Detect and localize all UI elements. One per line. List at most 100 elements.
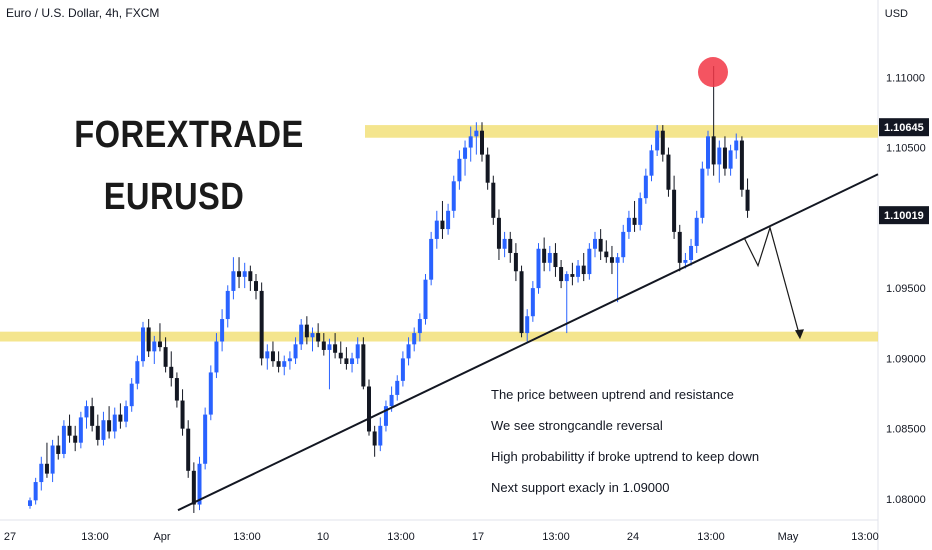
symbol-title: Euro / U.S. Dollar, 4h, FXCM: [6, 6, 160, 20]
candle-body: [361, 344, 366, 387]
candle-body: [90, 406, 95, 426]
candle-body: [536, 248, 541, 289]
candle-body: [400, 358, 405, 381]
support-zone: [0, 331, 878, 342]
candle-body: [338, 352, 343, 359]
candle-body: [270, 351, 275, 362]
candle-body: [310, 333, 315, 338]
note-line-1: The price between uptrend and resistance: [491, 387, 734, 402]
candle-body: [129, 383, 134, 407]
candle-body: [672, 189, 677, 232]
candle-body: [745, 189, 750, 211]
price-label-badge: [879, 118, 929, 137]
candle-body: [570, 274, 575, 277]
candle-body: [101, 420, 106, 440]
candle-body: [598, 238, 603, 252]
candle-body: [655, 130, 660, 151]
candle-body: [615, 257, 620, 263]
candle-body: [638, 198, 643, 225]
candle-body: [666, 154, 671, 190]
currency-label: USD: [884, 8, 908, 20]
candle-body: [711, 136, 716, 165]
price-label-badge: [879, 206, 929, 225]
candle-body: [327, 344, 332, 350]
candle-body: [39, 463, 44, 483]
candle-body: [576, 265, 581, 277]
candle-body: [73, 435, 78, 443]
candle-body: [632, 217, 637, 225]
candle-body: [542, 248, 547, 263]
candle-body: [157, 341, 162, 348]
candle-body: [491, 182, 496, 218]
candle-body: [423, 279, 428, 320]
candle-body: [593, 238, 597, 249]
headline-line-2: EURUSD: [103, 176, 245, 218]
note-line-4: Next support exacly in 1.09000: [491, 480, 670, 495]
candle-body: [446, 210, 451, 230]
candle-body: [372, 431, 377, 446]
candle-body: [406, 344, 411, 359]
candle-body: [299, 324, 304, 345]
candle-body: [417, 319, 422, 334]
candle-body: [95, 425, 100, 440]
candle-body: [508, 238, 513, 253]
candle-body: [242, 271, 247, 277]
candle-body: [208, 372, 213, 415]
candle-body: [169, 366, 174, 379]
price-label-text: 1.10645: [884, 122, 924, 134]
candle-body: [429, 238, 434, 280]
projection-arrowhead: [795, 329, 804, 340]
candle-body: [525, 316, 530, 334]
candle-body: [694, 217, 699, 246]
projection-path: [743, 225, 801, 338]
candle-body: [67, 425, 72, 436]
candle-body: [530, 288, 535, 317]
candle-body: [112, 414, 117, 432]
candle-body: [237, 271, 242, 277]
x-tick-label: 24: [627, 531, 639, 543]
candle-body: [389, 394, 394, 407]
candle-body: [265, 351, 270, 359]
candle-body: [502, 238, 507, 249]
candle-body: [163, 347, 168, 367]
x-tick-label: 13:00: [851, 531, 879, 543]
y-tick-label: 1.08000: [886, 494, 926, 506]
candle-body: [395, 380, 400, 395]
x-tick-label: 13:00: [233, 531, 261, 543]
candle-body: [84, 406, 89, 418]
candle-body: [519, 271, 524, 334]
candle-body: [248, 271, 253, 282]
candle-body: [28, 500, 32, 506]
candle-body: [496, 217, 501, 249]
candle-body: [33, 482, 38, 501]
candle-body: [621, 231, 626, 258]
candle-body: [78, 417, 83, 443]
candle-body: [367, 386, 371, 432]
x-tick-label: 13:00: [542, 531, 570, 543]
candle-body: [564, 274, 569, 282]
candle-body: [344, 358, 349, 364]
x-tick-label: 13:00: [387, 531, 415, 543]
candle-body: [293, 344, 298, 359]
candle-body: [609, 257, 614, 263]
candle-body: [355, 344, 360, 359]
headline-line-1: FOREXTRADE: [74, 114, 304, 156]
candle-body: [378, 425, 383, 446]
candle-body: [180, 400, 185, 429]
candle-body: [706, 136, 710, 169]
candle-body: [231, 271, 236, 291]
candle-body: [485, 154, 490, 183]
candle-body: [434, 220, 439, 239]
price-label-text: 1.10019: [884, 210, 924, 222]
candle-body: [463, 147, 468, 159]
y-tick-label: 1.10500: [886, 143, 926, 155]
candle-body: [214, 341, 219, 373]
candle-body: [333, 344, 338, 353]
candle-body: [660, 130, 665, 155]
y-tick-label: 1.09000: [886, 353, 926, 365]
y-tick-label: 1.08500: [886, 424, 926, 436]
candle-body: [316, 333, 321, 342]
candle-body: [61, 425, 66, 454]
